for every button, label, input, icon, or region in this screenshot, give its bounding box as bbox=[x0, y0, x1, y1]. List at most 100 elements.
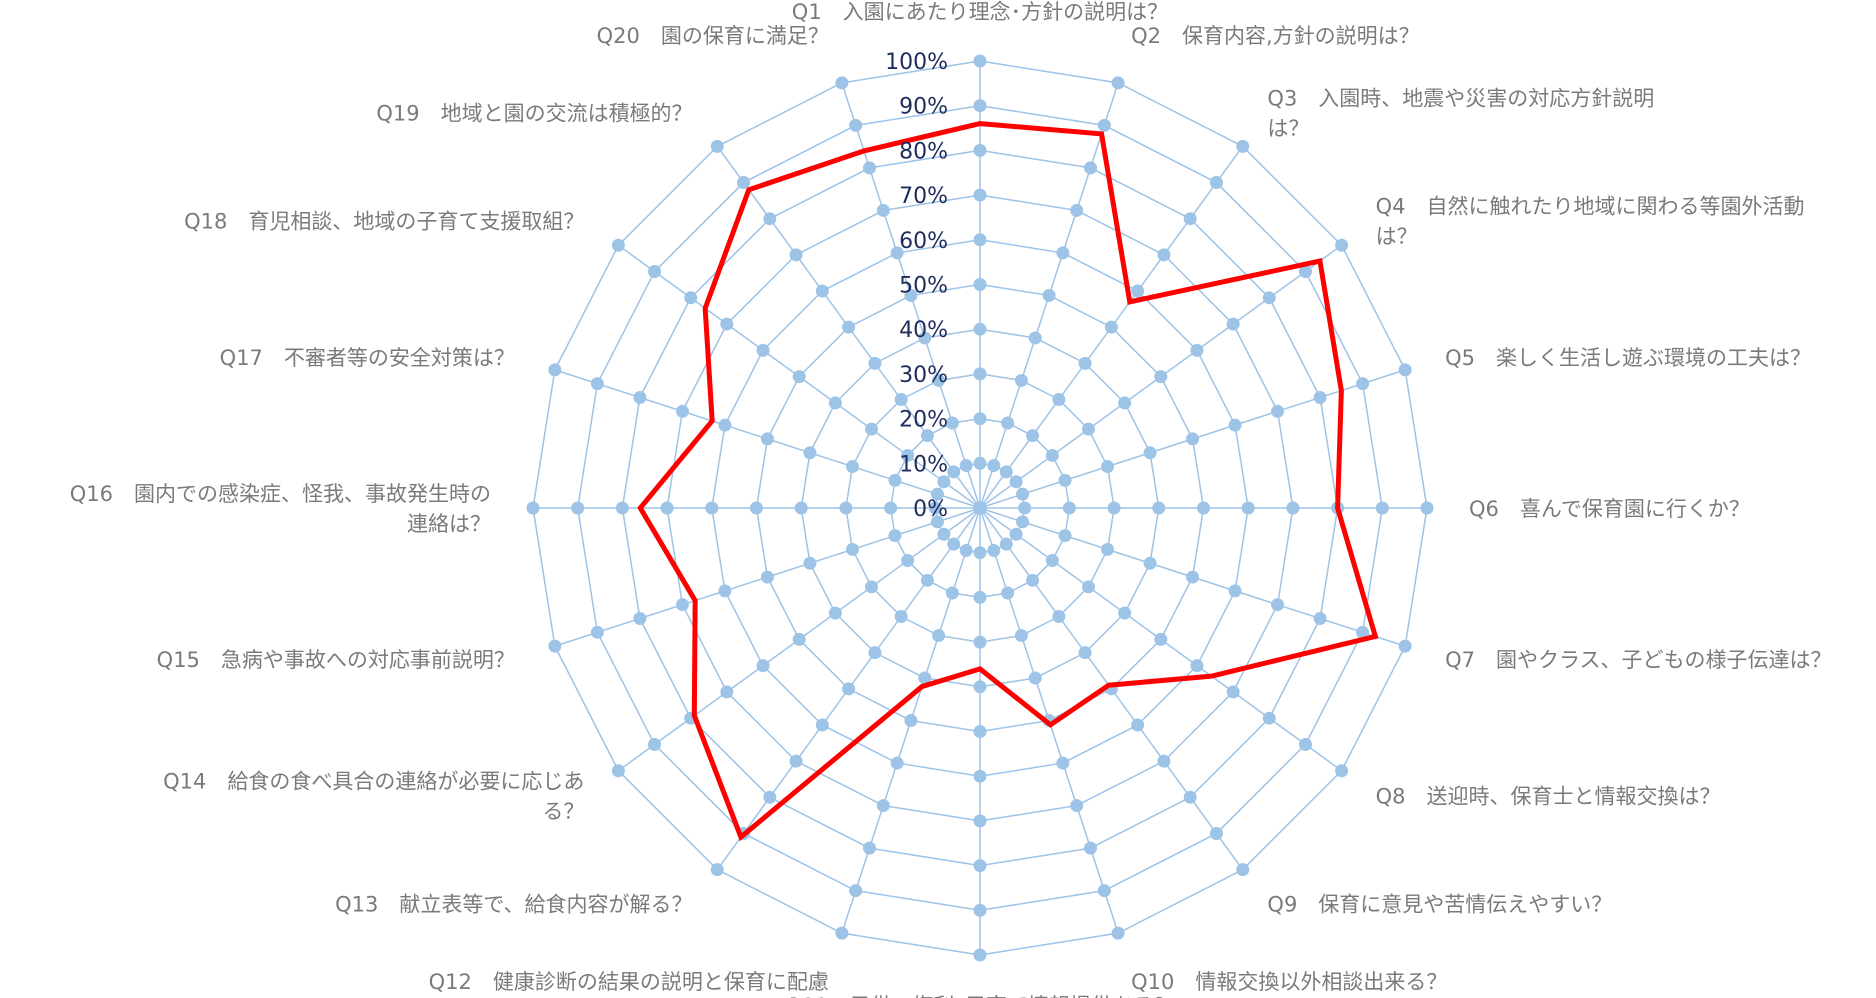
category-label-q9: Q9 保育に意見や苦情伝えやすい？ bbox=[1267, 893, 1612, 917]
grid-marker bbox=[756, 343, 770, 357]
grid-marker bbox=[648, 265, 662, 279]
grid-marker bbox=[1016, 487, 1030, 501]
grid-marker bbox=[660, 501, 674, 515]
grid-markers bbox=[526, 54, 1434, 962]
grid-marker bbox=[718, 418, 732, 432]
grid-marker bbox=[920, 429, 934, 443]
grid-marker bbox=[1045, 554, 1059, 568]
grid-marker bbox=[973, 322, 987, 336]
grid-marker bbox=[1262, 711, 1276, 725]
grid-marker bbox=[1209, 826, 1223, 840]
category-label-q17: Q17 不審者等の安全対策は？ bbox=[220, 346, 515, 370]
grid-marker bbox=[973, 814, 987, 828]
grid-marker bbox=[1084, 161, 1098, 175]
tick-label: 20% bbox=[899, 408, 948, 433]
grid-marker bbox=[1078, 356, 1092, 370]
grid-marker bbox=[849, 884, 863, 898]
grid-marker bbox=[718, 584, 732, 598]
grid-marker bbox=[845, 542, 859, 556]
grid-marker bbox=[794, 501, 808, 515]
grid-marker bbox=[973, 948, 987, 962]
data-point-q11 bbox=[979, 667, 982, 670]
data-point-q14 bbox=[693, 714, 696, 717]
grid-marker bbox=[1052, 609, 1066, 623]
grid-marker bbox=[973, 188, 987, 202]
grid-marker bbox=[1298, 265, 1312, 279]
grid-marker bbox=[720, 685, 734, 699]
grid-marker bbox=[760, 432, 774, 446]
grid-marker bbox=[675, 598, 689, 612]
grid-marker bbox=[973, 278, 987, 291]
grid-marker bbox=[1070, 203, 1084, 217]
grid-marker bbox=[1398, 639, 1412, 653]
grid-marker bbox=[789, 754, 803, 768]
grid-marker bbox=[947, 465, 961, 479]
category-label-q15: Q15 急病や事故への対応事前説明？ bbox=[157, 648, 515, 672]
grid-marker bbox=[973, 859, 987, 873]
grid-marker bbox=[792, 370, 806, 384]
grid-marker bbox=[1197, 501, 1210, 515]
grid-marker bbox=[1157, 248, 1171, 262]
grid-marker bbox=[868, 356, 882, 370]
series-line bbox=[637, 121, 1379, 842]
data-point-q9 bbox=[1107, 684, 1110, 687]
category-label-q7: Q7 園やクラス、子どもの様子伝達は？ bbox=[1445, 648, 1831, 672]
grid-marker bbox=[815, 284, 829, 298]
grid-marker bbox=[865, 422, 879, 436]
grid-marker bbox=[526, 501, 540, 515]
data-point-q3 bbox=[1128, 300, 1131, 303]
grid-marker bbox=[1056, 756, 1070, 770]
grid-marker bbox=[1028, 331, 1042, 345]
grid-marker bbox=[973, 412, 987, 426]
grid-marker bbox=[1070, 799, 1084, 813]
data-point-q4 bbox=[1318, 260, 1321, 263]
grid-marker bbox=[1081, 422, 1095, 436]
grid-marker bbox=[1097, 884, 1111, 898]
grid-marker bbox=[945, 416, 959, 430]
grid-marker bbox=[920, 573, 934, 587]
grid-marker bbox=[930, 487, 944, 501]
grid-marker bbox=[1190, 343, 1204, 357]
grid-marker bbox=[1097, 118, 1111, 132]
grid-marker bbox=[548, 639, 562, 653]
grid-marker bbox=[973, 725, 987, 738]
grid-marker bbox=[890, 756, 904, 770]
grid-marker bbox=[710, 863, 724, 877]
grid-marker bbox=[1236, 863, 1250, 877]
grid-marker bbox=[1271, 404, 1285, 418]
category-label-q13: Q13 献立表等で、給食内容が解る？ bbox=[335, 893, 692, 917]
grid-marker bbox=[760, 570, 774, 584]
grid-marker bbox=[710, 139, 724, 153]
data-point-q15 bbox=[694, 599, 697, 602]
tick-label: 10% bbox=[899, 452, 948, 477]
grid-marker bbox=[999, 465, 1013, 479]
grid-marker bbox=[1107, 501, 1121, 515]
grid-marker bbox=[842, 682, 856, 696]
grid-marker bbox=[1286, 501, 1300, 515]
grid-marker bbox=[590, 377, 604, 391]
grid-marker bbox=[901, 448, 915, 462]
data-point-q6 bbox=[1336, 507, 1339, 510]
grid-marker bbox=[1143, 556, 1157, 570]
grid-marker bbox=[876, 799, 890, 813]
grid-marker bbox=[973, 456, 987, 470]
tick-label: 100% bbox=[885, 50, 948, 75]
grid-marker bbox=[1152, 501, 1166, 515]
grid-marker bbox=[918, 671, 932, 685]
grid-marker bbox=[1335, 764, 1349, 778]
grid-marker bbox=[1078, 646, 1092, 660]
grid-marker bbox=[1045, 448, 1059, 462]
grid-marker bbox=[1226, 317, 1240, 331]
data-point-q8 bbox=[1210, 675, 1213, 678]
data-point-q17 bbox=[711, 419, 714, 422]
grid-marker bbox=[862, 841, 876, 855]
grid-marker bbox=[1190, 659, 1204, 673]
grid-marker bbox=[862, 161, 876, 175]
grid-marker bbox=[894, 609, 908, 623]
grid-marker bbox=[1131, 284, 1145, 298]
grid-marker bbox=[928, 501, 942, 515]
data-point-q19 bbox=[747, 188, 750, 191]
grid-marker bbox=[973, 233, 987, 247]
grid-marker bbox=[1186, 570, 1200, 584]
